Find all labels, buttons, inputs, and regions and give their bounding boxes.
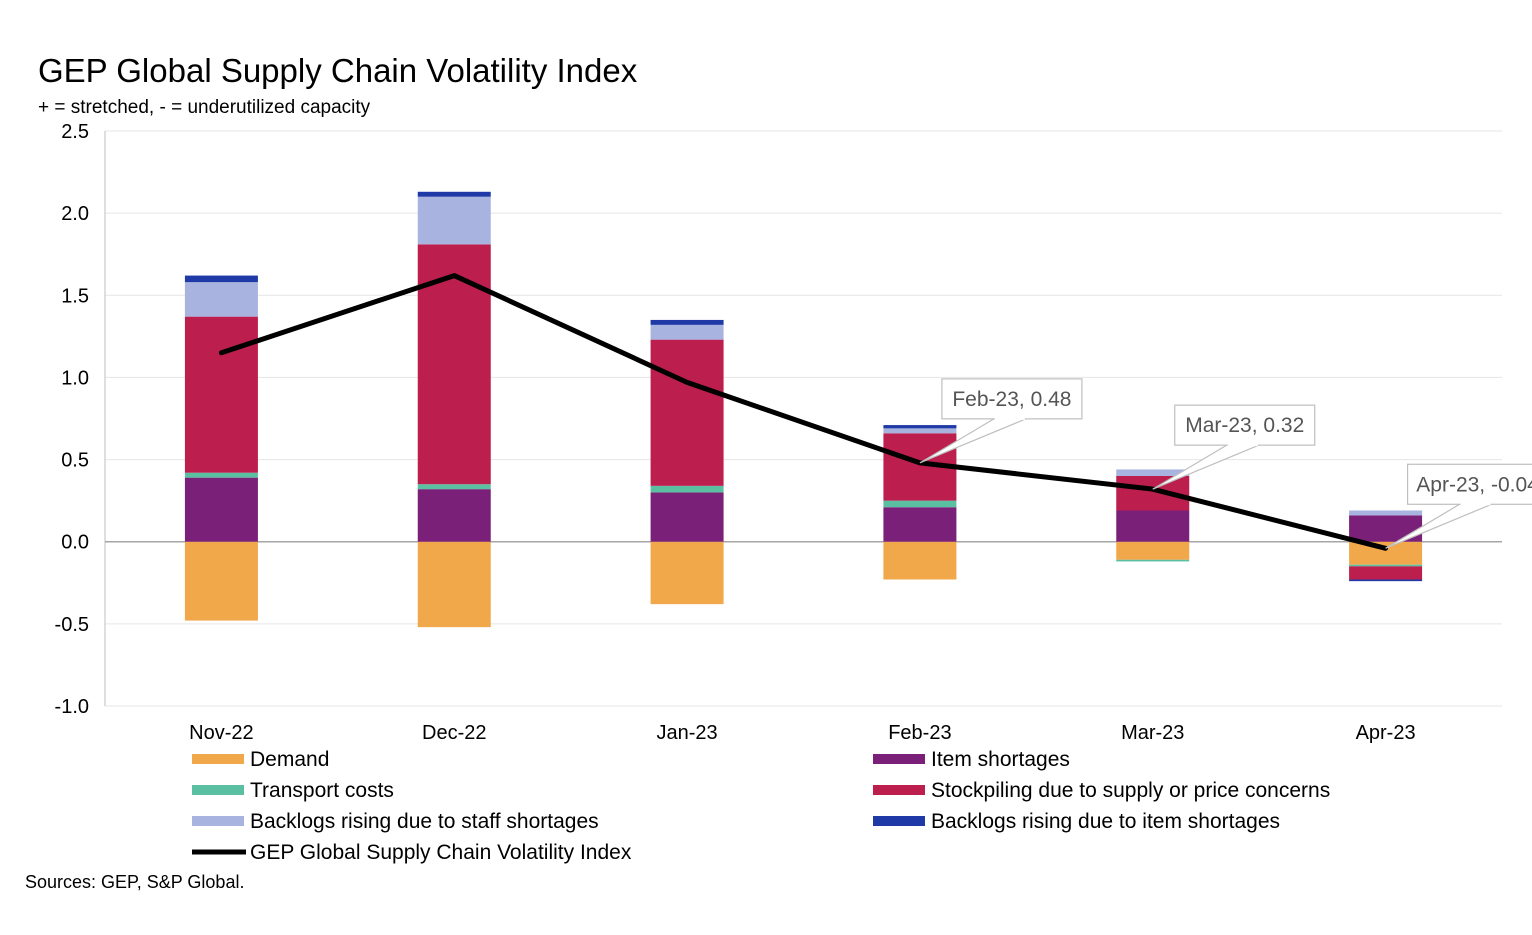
y-tick-label: -1.0 xyxy=(55,696,89,718)
legend-swatch-demand xyxy=(192,754,244,764)
bar-backlogs-rising-due-to-staff-shortages-mar-23 xyxy=(1116,469,1190,476)
index-line-path xyxy=(218,273,1389,551)
y-tick-label: 0.0 xyxy=(61,532,89,554)
x-tick-label: Apr-23 xyxy=(1356,722,1416,744)
bar-backlogs-rising-due-to-item-shortages-nov-22 xyxy=(184,275,258,283)
bar-item-shortages-nov-22 xyxy=(184,477,258,542)
bar-stockpiling-due-to-supply-or-price-concerns-nov-22 xyxy=(184,316,258,473)
bar-item-shortages-jan-23 xyxy=(650,492,724,542)
callout-pointer xyxy=(1152,444,1259,490)
legend-label-backlogs-rising-due-to-item-shortages: Backlogs rising due to item shortages xyxy=(931,810,1280,833)
bar-backlogs-rising-due-to-item-shortages-apr-23 xyxy=(1349,579,1423,582)
x-tick-label: Feb-23 xyxy=(888,722,951,744)
bar-stockpiling-due-to-supply-or-price-concerns-dec-22 xyxy=(417,244,491,485)
x-tick-label: Jan-23 xyxy=(657,722,718,744)
bar-demand-mar-23 xyxy=(1116,541,1190,560)
callout-label: Apr-23, -0.04 xyxy=(1416,473,1532,496)
index-point-dec-22 xyxy=(452,274,456,278)
bar-backlogs-rising-due-to-staff-shortages-feb-23 xyxy=(883,428,957,434)
legend-label-gep-global-supply-chain-volatility-index: GEP Global Supply Chain Volatility Index xyxy=(250,841,632,864)
callout-label: Feb-23, 0.48 xyxy=(952,388,1071,411)
legend-swatch-backlogs-rising-due-to-staff-shortages xyxy=(192,816,244,826)
bar-demand-feb-23 xyxy=(883,541,957,580)
y-tick-label: 1.5 xyxy=(61,285,89,307)
bar-backlogs-rising-due-to-item-shortages-dec-22 xyxy=(417,191,491,197)
legend-swatch-transport-costs xyxy=(192,785,244,795)
bar-item-shortages-mar-23 xyxy=(1116,510,1190,542)
legend-swatch-item-shortages xyxy=(873,754,925,764)
y-tick-label: 0.5 xyxy=(61,450,89,472)
x-tick-label: Dec-22 xyxy=(422,722,486,744)
bar-transport-costs-feb-23 xyxy=(883,500,957,508)
tick-labels: 2.5 2.0 1.5 1.0 0.5 0.0 -0.5 -1.0 Nov-22 Dec-22 Ja… xyxy=(55,121,1416,744)
bar-backlogs-rising-due-to-item-shortages-feb-23 xyxy=(883,425,957,429)
legend-label-stockpiling-due-to-supply-or-price-concerns: Stockpiling due to supply or price conce… xyxy=(931,779,1330,802)
bar-demand-dec-22 xyxy=(417,541,491,628)
callout-box xyxy=(1174,404,1316,446)
callout-box xyxy=(941,378,1083,420)
bar-backlogs-rising-due-to-staff-shortages-dec-22 xyxy=(417,196,491,245)
legend-label-backlogs-rising-due-to-staff-shortages: Backlogs rising due to staff shortages xyxy=(250,810,599,833)
y-tick-label: 1.0 xyxy=(61,367,89,389)
callout-gap xyxy=(1460,502,1491,506)
bar-transport-costs-mar-23 xyxy=(1116,559,1190,562)
x-tick-label: Mar-23 xyxy=(1121,722,1184,744)
legend-label-transport-costs: Transport costs xyxy=(250,779,394,802)
bar-transport-costs-dec-22 xyxy=(417,484,491,490)
bar-demand-nov-22 xyxy=(184,541,258,621)
legend-label-item-shortages: Item shortages xyxy=(931,748,1070,771)
y-tick-label: -0.5 xyxy=(55,614,89,636)
bar-backlogs-rising-due-to-item-shortages-jan-23 xyxy=(650,319,724,325)
chart-subtitle: + = stretched, - = underutilized capacit… xyxy=(38,97,371,118)
bar-demand-apr-23 xyxy=(1349,541,1423,565)
callout-gap xyxy=(1227,443,1258,447)
legend-label-demand: Demand xyxy=(250,748,329,771)
callout-label: Mar-23, 0.32 xyxy=(1185,414,1304,437)
bar-transport-costs-jan-23 xyxy=(650,485,724,493)
legend-swatch-stockpiling-due-to-supply-or-price-concerns xyxy=(873,785,925,795)
bars xyxy=(184,191,1423,628)
bar-demand-jan-23 xyxy=(650,541,724,605)
bar-item-shortages-dec-22 xyxy=(417,489,491,542)
index-point-jan-23 xyxy=(685,380,689,384)
bar-stockpiling-due-to-supply-or-price-concerns-apr-23 xyxy=(1349,566,1423,580)
index-point-nov-22 xyxy=(219,351,223,355)
x-tick-label: Nov-22 xyxy=(189,722,253,744)
chart-title: GEP Global Supply Chain Volatility Index xyxy=(38,52,638,89)
bar-backlogs-rising-due-to-staff-shortages-apr-23 xyxy=(1349,510,1423,516)
source-note: Sources: GEP, S&P Global. xyxy=(25,872,245,892)
bar-transport-costs-nov-22 xyxy=(184,472,258,478)
legend: Demand Item shortages Transport costs Stock… xyxy=(192,748,1330,864)
bar-transport-costs-apr-23 xyxy=(1349,564,1423,567)
callout-gap xyxy=(994,416,1025,420)
y-tick-label: 2.5 xyxy=(61,121,89,143)
y-tick-label: 2.0 xyxy=(61,203,89,225)
bar-stockpiling-due-to-supply-or-price-concerns-jan-23 xyxy=(650,339,724,486)
legend-swatch-backlogs-rising-due-to-item-shortages xyxy=(873,816,925,826)
axes xyxy=(104,131,1502,706)
bar-item-shortages-feb-23 xyxy=(883,507,957,542)
bar-backlogs-rising-due-to-staff-shortages-jan-23 xyxy=(650,324,724,340)
gridlines xyxy=(105,130,1502,707)
bar-backlogs-rising-due-to-staff-shortages-nov-22 xyxy=(184,282,258,317)
callouts: Feb-23, 0.48 Mar-23, 0.32 Apr-23, -0.04 xyxy=(919,378,1532,549)
